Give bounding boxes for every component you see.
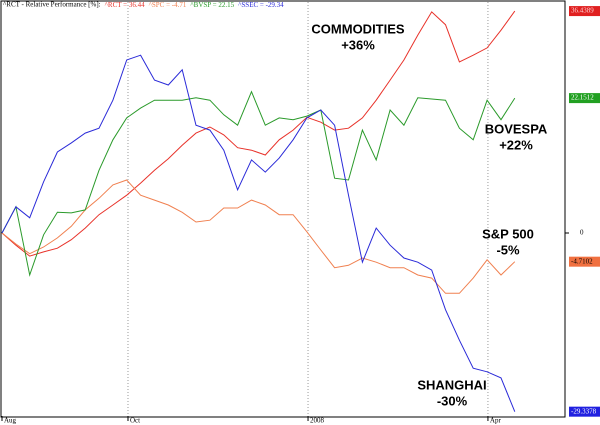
end-value-box [569,256,600,267]
annotation: BOVESPA [485,121,548,136]
legend-entry: ^SSEC = -29.34 [238,1,284,9]
end-value-label: 36.4389 [571,7,594,15]
annotation: +22% [499,137,533,152]
annotation: +36% [341,37,375,52]
end-value-label: -29.3378 [571,407,597,415]
x-tick-label: Oct [130,417,140,425]
end-value-label: -4.7102 [571,257,593,265]
x-tick-label: 2008 [310,417,325,425]
plot-frame [0,0,566,418]
annotation: COMMODITIES [311,21,404,36]
series-line [1,54,516,412]
series-line [1,90,516,277]
x-tick-label: Aug [4,417,17,425]
series-line [1,10,516,257]
legend-entry: ^RCT = 36.44 [105,1,145,9]
legend-entry: ^SPC = -4.71 [149,1,187,9]
x-tick-label: Apr [490,417,502,425]
annotation: -5% [496,242,520,257]
chart-title: ^RCT - Relative Performance [%]: ^RCT = 3… [3,1,284,9]
y-tick-label: 0 [580,229,584,237]
annotation: S&P 500 [482,226,534,241]
annotation: -30% [437,393,468,408]
legend-entry: ^BVSP = 22.15 [190,1,234,9]
end-value-box [569,93,600,104]
end-value-label: 22.1512 [571,94,594,102]
series-line [1,179,516,294]
end-value-box [569,6,600,17]
annotation: SHANGHAI [417,377,486,392]
end-value-box [569,406,600,417]
